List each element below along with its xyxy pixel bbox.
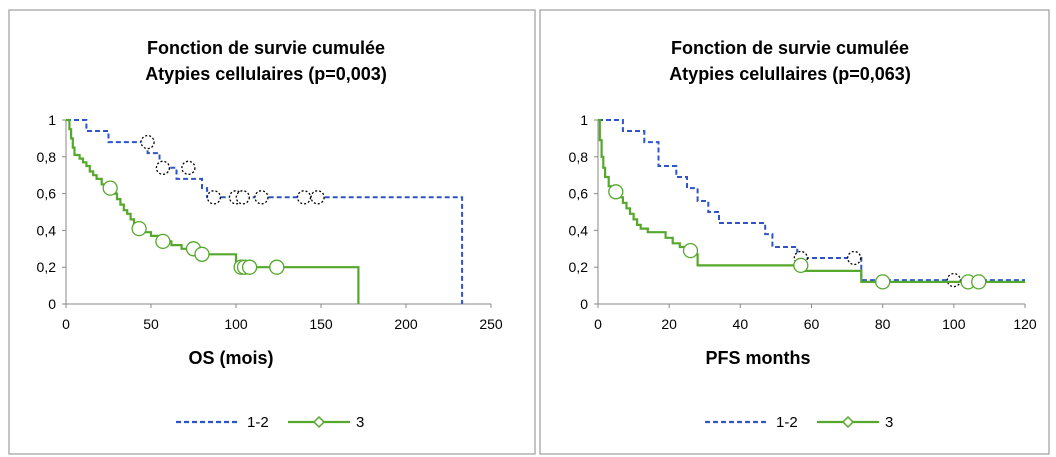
y-tick-label: 1 xyxy=(580,112,588,128)
chart-title: Fonction de survie cumulée xyxy=(147,38,385,58)
legend-label-1-2: 1-2 xyxy=(247,414,269,431)
chart-subtitle: Atypies celullaires (p=0,063) xyxy=(669,64,911,84)
censor-marker-3 xyxy=(875,274,891,290)
censor-marker-3 xyxy=(155,233,171,250)
x-tick-label: 60 xyxy=(804,316,820,332)
y-tick-label: 0,2 xyxy=(37,259,57,275)
y-tick-label: 0,2 xyxy=(569,259,589,275)
x-tick-label: 100 xyxy=(942,316,966,332)
censor-marker-1-2 xyxy=(310,190,325,205)
x-tick-label: 200 xyxy=(394,316,418,332)
os-survival-chart: Fonction de survie cumulée Atypies cellu… xyxy=(8,9,536,455)
x-tick-label: 120 xyxy=(1013,316,1037,332)
x-tick-label: 40 xyxy=(733,316,749,332)
x-tick-label: 50 xyxy=(143,316,159,332)
legend-label-3: 3 xyxy=(885,414,893,431)
series-line-3 xyxy=(66,118,360,304)
y-tick-label: 0,4 xyxy=(37,222,57,238)
censor-marker-1-2 xyxy=(296,190,312,205)
series-layer xyxy=(598,118,1025,290)
plot-axes xyxy=(65,120,491,305)
series-line-1-2 xyxy=(66,119,464,304)
censor-marker-1-2 xyxy=(847,250,862,266)
censor-marker-3 xyxy=(241,259,258,275)
censor-marker-1-2 xyxy=(140,134,155,150)
y-tick-label: 0,8 xyxy=(569,149,589,165)
legend-marker-3 xyxy=(312,415,326,429)
x-tick-label: 0 xyxy=(62,316,70,332)
series-line-1-2 xyxy=(598,119,1025,282)
x-tick-label: 100 xyxy=(224,316,248,332)
y-axis-ticks: 0 0,2 0,4 0,6 0,8 1 xyxy=(569,112,598,312)
chart-title: Fonction de survie cumulée xyxy=(671,38,909,58)
legend-label-1-2: 1-2 xyxy=(776,414,798,431)
y-tick-label: 0,6 xyxy=(569,186,589,202)
x-axis-title: OS (mois) xyxy=(188,348,273,368)
series-layer xyxy=(66,118,464,304)
x-axis-ticks: 0 50 100 150 200 250 xyxy=(62,304,503,332)
x-tick-label: 150 xyxy=(309,316,333,332)
censor-marker-1-2 xyxy=(235,190,250,205)
censor-marker-1-2 xyxy=(155,160,171,175)
pfs-survival-chart: Fonction de survie cumulée Atypies celul… xyxy=(539,9,1050,455)
x-axis-title: PFS months xyxy=(705,348,810,368)
x-tick-label: 0 xyxy=(594,316,602,332)
censor-marker-3 xyxy=(269,259,285,275)
y-tick-label: 0,4 xyxy=(569,222,589,238)
legend-marker-3 xyxy=(841,415,855,429)
censor-marker-1-2 xyxy=(946,272,961,288)
censor-marker-3 xyxy=(793,257,809,274)
y-tick-label: 0 xyxy=(580,296,588,312)
y-tick-label: 1 xyxy=(48,112,56,128)
censor-marker-3 xyxy=(971,274,987,290)
x-axis-ticks: 0 20 40 60 80 100 120 xyxy=(594,304,1037,332)
censor-marker-3 xyxy=(131,220,147,237)
censor-marker-1-2 xyxy=(206,190,222,205)
x-tick-label: 80 xyxy=(875,316,891,332)
y-axis-ticks: 0 0,2 0,4 0,6 0,8 1 xyxy=(37,112,66,312)
chart-frame xyxy=(8,9,536,455)
censor-marker-3 xyxy=(682,242,699,259)
y-tick-label: 0,6 xyxy=(37,186,57,202)
chart-frame xyxy=(539,9,1050,455)
censor-marker-3 xyxy=(608,184,624,200)
x-tick-label: 250 xyxy=(479,316,503,332)
legend: 1-2 3 xyxy=(176,414,364,431)
censor-marker-3 xyxy=(194,246,210,262)
y-tick-label: 0 xyxy=(48,296,56,312)
legend: 1-2 3 xyxy=(705,414,893,431)
censor-marker-3 xyxy=(102,180,118,196)
chart-subtitle: Atypies cellulaires (p=0,003) xyxy=(145,64,387,84)
legend-label-3: 3 xyxy=(356,414,364,431)
censor-marker-1-2 xyxy=(181,160,196,175)
censor-marker-1-2 xyxy=(254,190,269,205)
x-tick-label: 20 xyxy=(661,316,677,332)
y-tick-label: 0,8 xyxy=(37,149,57,165)
